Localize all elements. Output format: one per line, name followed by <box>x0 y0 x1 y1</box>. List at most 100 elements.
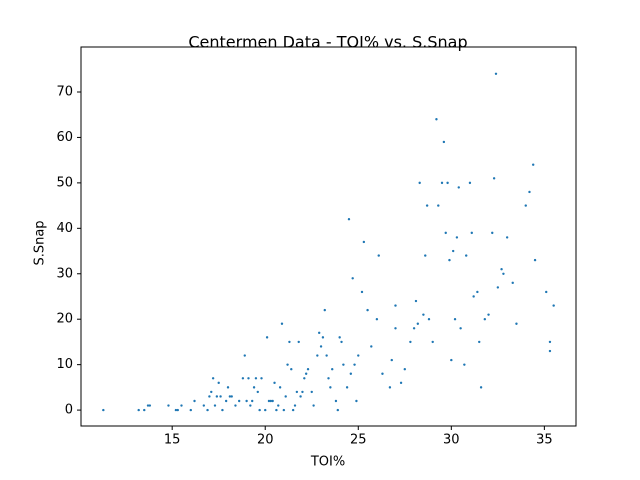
point <box>451 249 455 253</box>
point <box>331 367 334 371</box>
x-axis-label: TOI% <box>310 455 345 470</box>
point <box>468 181 472 185</box>
point <box>282 408 286 412</box>
point <box>213 404 217 407</box>
point <box>310 390 313 394</box>
point <box>217 381 220 385</box>
point <box>334 399 338 403</box>
point <box>323 308 326 312</box>
point <box>360 290 364 294</box>
point <box>336 408 340 412</box>
point <box>478 340 481 344</box>
point <box>256 390 259 394</box>
point <box>394 304 397 307</box>
point <box>494 72 498 76</box>
point <box>230 395 233 398</box>
point <box>277 404 280 407</box>
point <box>325 354 328 357</box>
point <box>418 181 421 185</box>
point <box>412 327 416 330</box>
point <box>463 363 466 366</box>
point <box>167 404 170 407</box>
point <box>306 367 310 371</box>
point <box>193 399 196 403</box>
point <box>362 240 366 244</box>
point <box>338 336 341 339</box>
point <box>327 377 330 380</box>
y-tick-label: 0 <box>65 403 73 418</box>
point <box>446 181 449 185</box>
point <box>329 386 332 389</box>
point <box>366 308 369 312</box>
point <box>424 254 427 257</box>
point <box>470 231 473 235</box>
point <box>243 354 246 357</box>
point <box>319 345 323 348</box>
point <box>312 404 315 407</box>
point <box>317 331 321 335</box>
point <box>189 408 192 412</box>
point <box>437 204 440 207</box>
point <box>491 231 494 235</box>
x-tick-label: 15 <box>164 433 181 448</box>
y-tick-label: 60 <box>56 130 73 145</box>
point <box>267 399 271 403</box>
point <box>442 140 446 144</box>
point <box>353 363 356 366</box>
point <box>444 231 447 235</box>
point <box>102 408 105 412</box>
x-tick-label: 30 <box>443 433 460 448</box>
point <box>215 395 219 398</box>
point <box>258 408 261 412</box>
y-axis-label: S.Snap <box>33 220 48 265</box>
point <box>241 377 245 380</box>
point <box>427 318 431 321</box>
point <box>148 404 152 407</box>
point <box>515 322 518 325</box>
point <box>492 177 496 180</box>
point <box>202 404 206 407</box>
point <box>180 404 183 407</box>
point <box>448 258 451 262</box>
point <box>301 390 304 394</box>
point <box>245 399 248 403</box>
point <box>455 236 459 239</box>
point <box>345 386 349 389</box>
point <box>487 313 490 316</box>
point <box>228 395 232 398</box>
point <box>146 404 150 407</box>
point <box>290 367 293 371</box>
point <box>254 377 258 380</box>
point <box>459 327 462 330</box>
point <box>381 372 384 375</box>
point <box>340 340 343 344</box>
point <box>295 390 299 394</box>
point <box>247 377 250 380</box>
point <box>286 363 289 366</box>
point <box>249 404 252 407</box>
point <box>472 295 475 298</box>
point <box>321 336 325 339</box>
point <box>545 290 548 294</box>
point <box>479 386 483 389</box>
point <box>425 204 429 207</box>
point <box>303 377 306 380</box>
point <box>505 236 509 239</box>
point <box>435 118 438 121</box>
point <box>288 340 291 344</box>
point <box>219 395 222 398</box>
point <box>403 367 406 371</box>
point <box>422 313 425 316</box>
point <box>375 318 379 321</box>
point <box>273 381 276 385</box>
point <box>450 358 453 362</box>
point <box>531 163 535 166</box>
point <box>409 340 412 344</box>
point <box>293 404 297 407</box>
y-tick-label: 50 <box>56 175 73 190</box>
point <box>251 399 254 403</box>
x-tick-label: 25 <box>350 433 367 448</box>
point <box>264 408 267 412</box>
point <box>351 277 354 280</box>
